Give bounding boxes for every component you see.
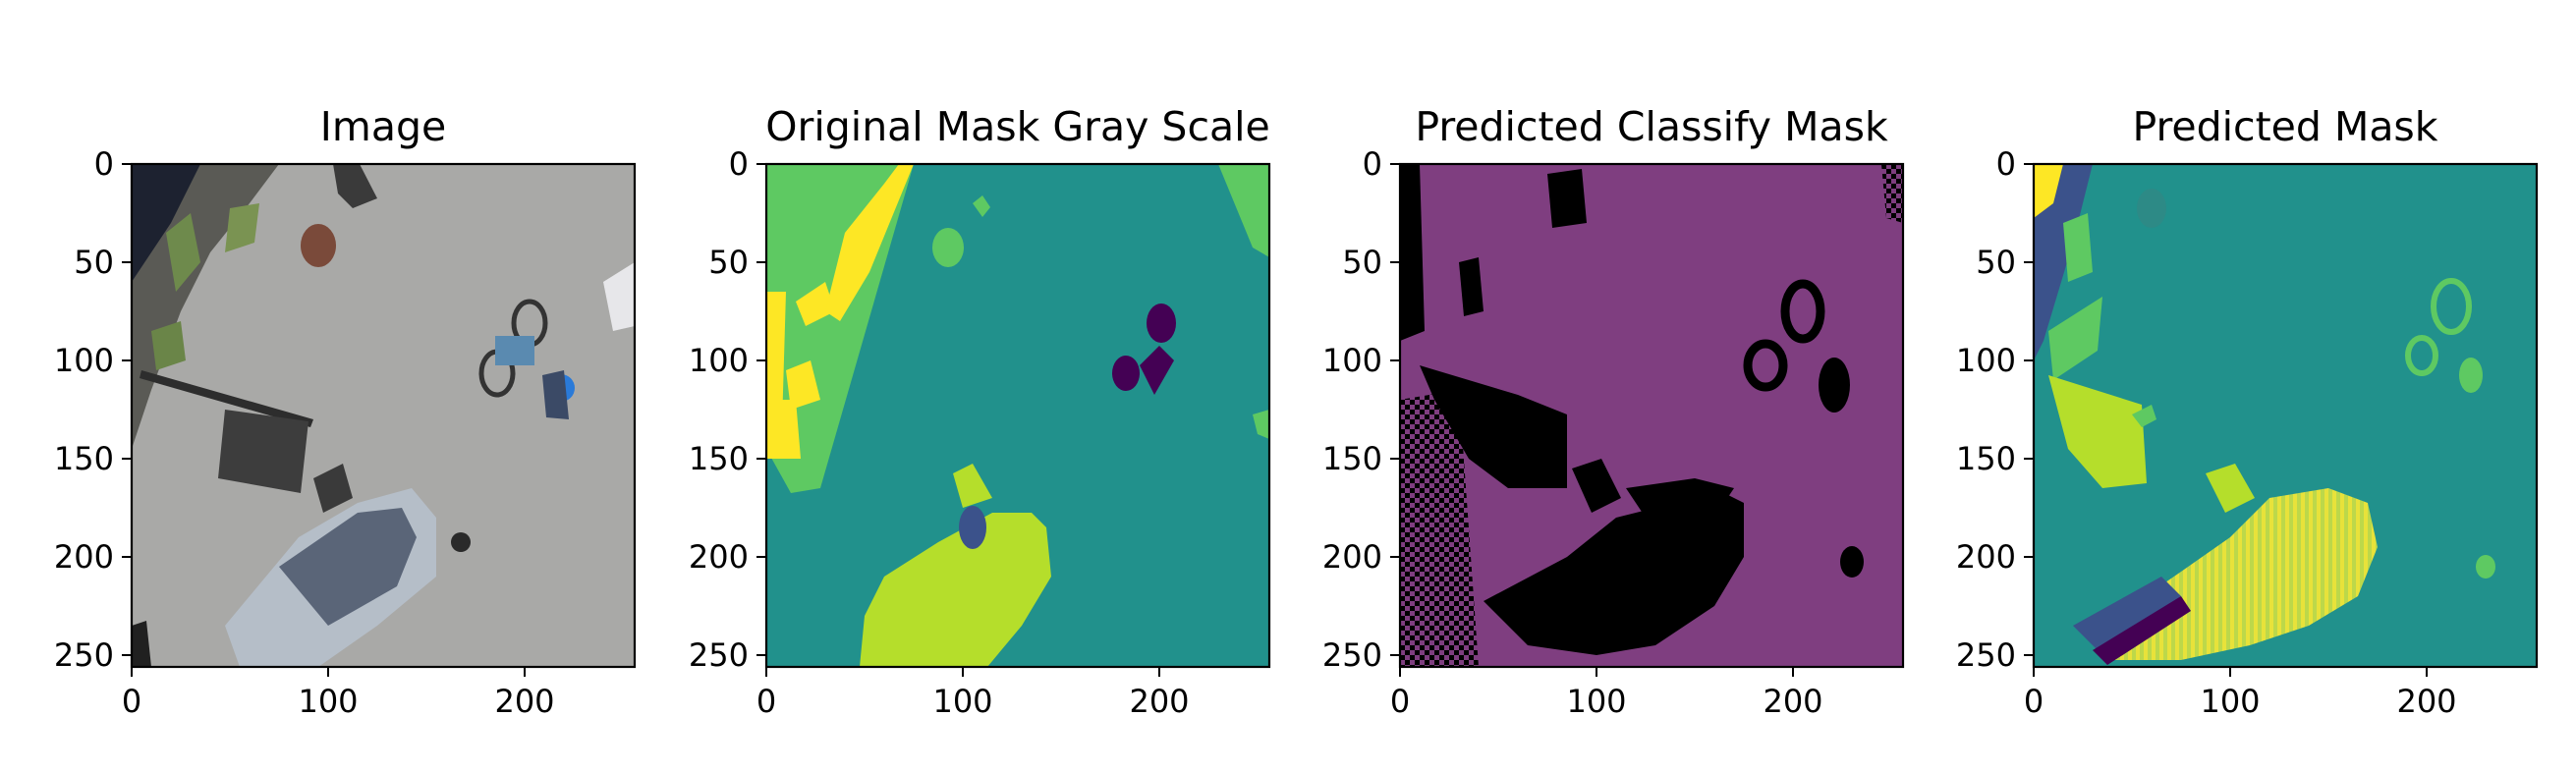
photo-image xyxy=(132,164,635,667)
y-tick-label: 150 xyxy=(689,440,749,477)
x-tick-label: 100 xyxy=(932,683,992,720)
y-tick-label: 250 xyxy=(1956,636,2016,674)
axes-frame xyxy=(2032,162,2539,669)
y-tick-label: 0 xyxy=(94,145,114,183)
y-tick-label: 250 xyxy=(54,636,114,674)
y-tick-label: 50 xyxy=(708,244,749,281)
axes-frame xyxy=(130,162,637,669)
axes-frame xyxy=(1398,162,1905,669)
panel-predicted-mask xyxy=(2032,162,2539,669)
axes-frame xyxy=(764,162,1271,669)
y-tick-label: 100 xyxy=(689,342,749,379)
panel-title: Original Mask Gray Scale xyxy=(765,103,1269,150)
y-tick-label: 150 xyxy=(1322,440,1382,477)
y-tick-label: 150 xyxy=(54,440,114,477)
panel-original-mask xyxy=(764,162,1271,669)
y-tick-label: 100 xyxy=(1322,342,1382,379)
x-tick-label: 200 xyxy=(494,683,554,720)
x-tick-label: 0 xyxy=(2024,683,2044,720)
x-tick-label: 200 xyxy=(1763,683,1822,720)
x-tick-label: 100 xyxy=(2200,683,2260,720)
x-tick-label: 0 xyxy=(1390,683,1410,720)
x-tick-label: 100 xyxy=(298,683,358,720)
x-tick-label: 0 xyxy=(756,683,776,720)
classify-image xyxy=(1400,164,1903,667)
y-tick-label: 250 xyxy=(1322,636,1382,674)
x-tick-label: 0 xyxy=(122,683,141,720)
panel-title: Predicted Mask xyxy=(2132,103,2437,150)
predicted-image xyxy=(2034,164,2537,667)
y-tick-label: 0 xyxy=(729,145,749,183)
x-tick-label: 100 xyxy=(1566,683,1626,720)
y-tick-label: 0 xyxy=(1996,145,2016,183)
y-tick-label: 250 xyxy=(689,636,749,674)
panel-title: Image xyxy=(320,103,446,150)
y-tick-label: 200 xyxy=(54,538,114,576)
y-tick-label: 200 xyxy=(1956,538,2016,576)
x-tick-label: 200 xyxy=(1129,683,1189,720)
mask-image xyxy=(766,164,1269,667)
x-tick-label: 200 xyxy=(2396,683,2456,720)
y-tick-label: 50 xyxy=(1976,244,2016,281)
y-tick-label: 0 xyxy=(1363,145,1382,183)
y-tick-label: 100 xyxy=(1956,342,2016,379)
panel-image xyxy=(130,162,637,669)
panel-classify-mask xyxy=(1398,162,1905,669)
y-tick-label: 100 xyxy=(54,342,114,379)
y-tick-label: 50 xyxy=(1342,244,1382,281)
y-tick-label: 200 xyxy=(1322,538,1382,576)
y-tick-label: 150 xyxy=(1956,440,2016,477)
y-tick-label: 50 xyxy=(74,244,114,281)
y-tick-label: 200 xyxy=(689,538,749,576)
panel-title: Predicted Classify Mask xyxy=(1415,103,1888,150)
